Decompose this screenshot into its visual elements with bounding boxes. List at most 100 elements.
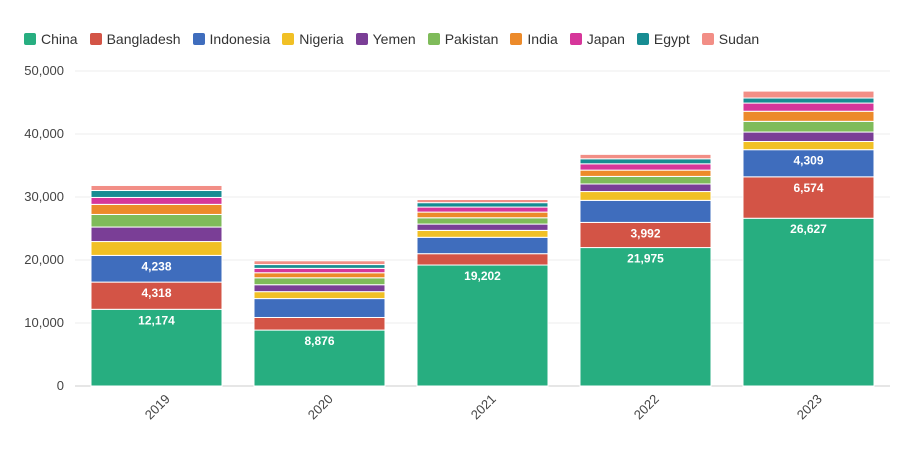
x-tick-label: 2019 <box>142 391 173 422</box>
bar-china-2021 <box>416 264 549 387</box>
bar-sudan-2019 <box>90 184 223 192</box>
y-tick-label: 0 <box>57 378 64 393</box>
bar-bangladesh-2019 <box>90 281 223 310</box>
data-label-bangladesh-2022: 3,992 <box>630 226 660 240</box>
y-tick-label: 30,000 <box>24 189 64 204</box>
bar-indonesia-2019 <box>90 254 223 283</box>
y-tick-label: 50,000 <box>24 63 64 78</box>
legend-label: Indonesia <box>209 31 271 47</box>
data-label-china-2023: 26,627 <box>790 222 827 236</box>
legend-swatch <box>24 33 36 45</box>
bar-pakistan-2023 <box>742 120 875 133</box>
bar-pakistan-2021 <box>416 217 549 225</box>
data-label-china-2022: 21,975 <box>627 252 664 266</box>
legend-item-yemen[interactable]: Yemen <box>355 31 416 47</box>
bar-japan-2020 <box>253 267 386 274</box>
legend-label: India <box>527 31 558 47</box>
bar-pakistan-2022 <box>579 175 712 185</box>
legend-item-bangladesh[interactable]: Bangladesh <box>89 31 181 47</box>
x-tick-label: 2020 <box>305 391 336 422</box>
bar-indonesia-2020 <box>253 298 386 318</box>
legend-item-india[interactable]: India <box>510 31 558 47</box>
data-label-china-2020: 8,876 <box>304 334 334 348</box>
legend-swatch <box>192 33 205 45</box>
x-tick-label: 2023 <box>794 391 825 422</box>
legend-label: Pakistan <box>444 31 499 47</box>
bar-bangladesh-2022 <box>579 221 712 249</box>
legend-swatch <box>510 33 523 45</box>
bar-egypt-2020 <box>253 264 386 269</box>
bar-sudan-2021 <box>416 199 549 204</box>
legend-label: Egypt <box>653 31 690 47</box>
y-tick-label: 10,000 <box>24 315 64 330</box>
legend-swatch <box>701 33 714 45</box>
bar-egypt-2023 <box>742 97 875 104</box>
bar-japan-2023 <box>742 102 875 112</box>
legend-item-japan[interactable]: Japan <box>569 31 625 47</box>
legend-label: Japan <box>586 31 625 47</box>
bar-yemen-2021 <box>416 223 549 231</box>
bar-japan-2019 <box>90 196 223 205</box>
bar-indonesia-2022 <box>579 199 712 223</box>
bar-indonesia-2021 <box>416 236 549 255</box>
bar-nigeria-2022 <box>579 191 712 201</box>
legend-label: Yemen <box>372 31 416 47</box>
bar-nigeria-2020 <box>253 291 386 300</box>
bar-india-2020 <box>253 272 386 279</box>
legend-label: Sudan <box>718 31 760 47</box>
bar-india-2022 <box>579 169 712 177</box>
bar-yemen-2020 <box>253 284 386 293</box>
bar-bangladesh-2020 <box>253 316 386 331</box>
bar-pakistan-2019 <box>90 213 223 228</box>
data-label-bangladesh-2023: 6,574 <box>793 181 823 195</box>
bar-sudan-2022 <box>579 153 712 160</box>
data-label-indonesia-2019: 4,238 <box>141 259 171 273</box>
bar-pakistan-2020 <box>253 277 386 286</box>
bar-egypt-2021 <box>416 202 549 208</box>
legend-label: China <box>41 31 78 47</box>
legend-label: Nigeria <box>299 31 344 47</box>
data-label-china-2021: 19,202 <box>464 269 501 283</box>
legend-item-egypt[interactable]: Egypt <box>636 31 690 47</box>
data-label-bangladesh-2019: 4,318 <box>141 286 171 300</box>
y-tick-label: 40,000 <box>24 126 64 141</box>
bar-nigeria-2023 <box>742 140 875 151</box>
bar-japan-2021 <box>416 206 549 213</box>
legend-swatch <box>427 33 440 45</box>
bar-yemen-2023 <box>742 131 875 142</box>
chart-legend: China Bangladesh Indonesia Nigeria Yemen Paki… <box>24 28 771 50</box>
legend-swatch <box>569 33 582 45</box>
bar-egypt-2019 <box>90 190 223 198</box>
legend-label: Bangladesh <box>106 31 181 47</box>
bar-china-2022 <box>579 247 712 387</box>
bar-yemen-2019 <box>90 226 223 243</box>
legend-item-indonesia[interactable]: Indonesia <box>192 31 271 47</box>
bar-nigeria-2021 <box>416 229 549 238</box>
legend-item-nigeria[interactable]: Nigeria <box>282 31 344 47</box>
bar-sudan-2023 <box>742 90 875 99</box>
bar-india-2019 <box>90 203 223 215</box>
legend-swatch <box>282 33 295 45</box>
bar-china-2019 <box>90 308 223 387</box>
y-tick-label: 20,000 <box>24 252 64 267</box>
legend-item-china[interactable]: China <box>24 31 78 47</box>
bar-india-2021 <box>416 211 549 219</box>
bar-egypt-2022 <box>579 158 712 165</box>
legend-swatch <box>89 33 102 45</box>
x-tick-label: 2022 <box>631 391 662 422</box>
legend-swatch <box>355 33 368 45</box>
x-tick-label: 2021 <box>468 391 499 422</box>
bar-china-2023 <box>742 217 875 387</box>
bar-indonesia-2023 <box>742 149 875 178</box>
legend-item-pakistan[interactable]: Pakistan <box>427 31 499 47</box>
bar-india-2023 <box>742 110 875 122</box>
legend-item-sudan[interactable]: Sudan <box>701 31 760 47</box>
data-label-indonesia-2023: 4,309 <box>793 154 823 168</box>
bar-yemen-2022 <box>579 183 712 193</box>
bar-japan-2022 <box>579 163 712 171</box>
data-label-china-2019: 12,174 <box>138 313 175 327</box>
legend-swatch <box>636 33 649 45</box>
bar-nigeria-2019 <box>90 241 223 256</box>
